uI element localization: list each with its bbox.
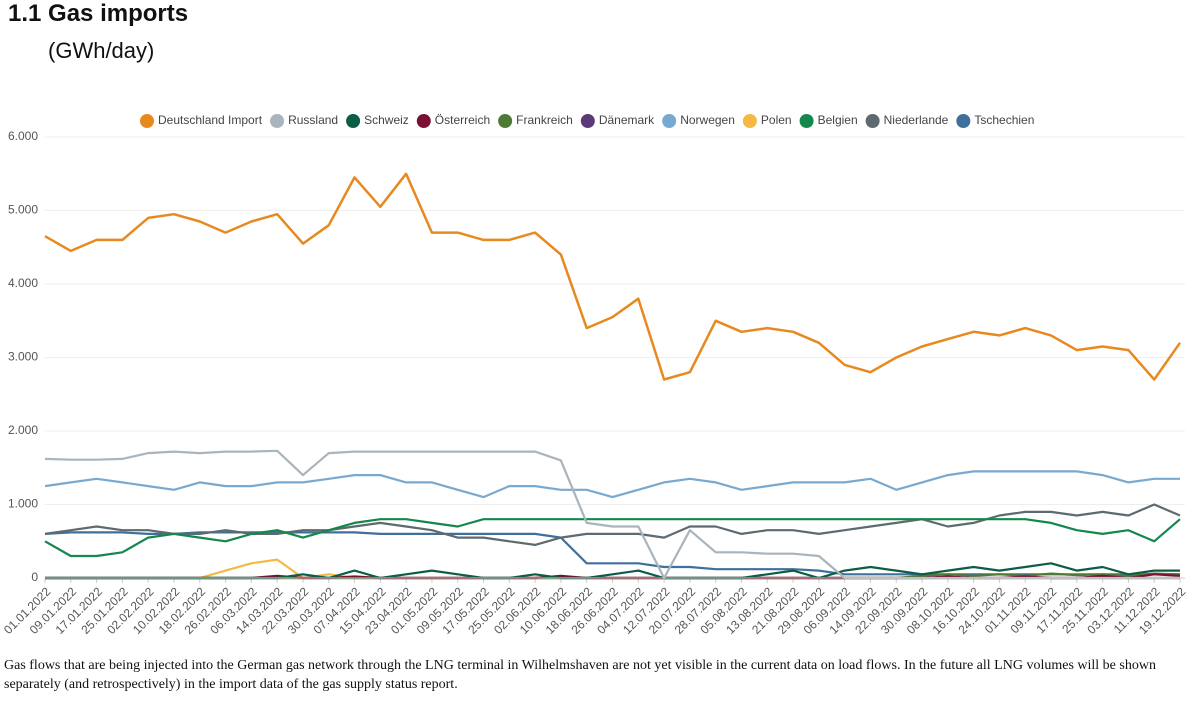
series-line	[44, 470, 1180, 499]
chart: 01.0002.0003.0004.0005.0006.00001.01.202…	[1, 113, 1189, 637]
legend-label: Österreich	[435, 113, 490, 127]
y-tick-label: 3.000	[8, 350, 38, 364]
legend-marker	[346, 114, 361, 128]
legend-label: Niederlande	[884, 113, 949, 127]
legend-marker	[140, 114, 154, 128]
legend-marker	[416, 114, 431, 128]
legend-label: Frankreich	[516, 113, 573, 127]
y-tick-label: 2.000	[8, 423, 38, 437]
legend-marker	[742, 114, 757, 128]
series-line	[44, 531, 1180, 576]
legend-marker	[956, 114, 971, 128]
series-line	[44, 172, 1182, 381]
legend-label: Russland	[288, 113, 338, 127]
legend-label: Norwegen	[680, 113, 735, 127]
y-tick-label: 4.000	[8, 276, 38, 290]
legend-marker	[865, 114, 880, 128]
footnote: Gas flows that are being injected into t…	[4, 658, 1156, 692]
series-line	[44, 518, 1181, 558]
series-line	[44, 503, 1181, 546]
legend-marker	[498, 114, 513, 128]
legend-label: Schweiz	[364, 113, 409, 127]
title: 1.1 Gas imports	[8, 0, 189, 27]
legend-label: Tschechien	[974, 113, 1034, 127]
y-tick-label: 0	[31, 570, 38, 584]
legend-marker	[270, 114, 285, 128]
legend-label: Dänemark	[599, 113, 655, 127]
y-tick-label: 5.000	[8, 203, 38, 217]
subtitle: (GWh/day)	[48, 38, 155, 63]
legend-marker	[580, 114, 595, 128]
y-tick-label: 1.000	[8, 497, 38, 511]
legend-label: Belgien	[818, 113, 858, 127]
legend-label: Deutschland Import	[158, 113, 263, 127]
legend-marker	[662, 114, 677, 128]
y-tick-label: 6.000	[8, 129, 38, 143]
legend-marker	[799, 114, 814, 128]
legend-label: Polen	[761, 113, 792, 127]
